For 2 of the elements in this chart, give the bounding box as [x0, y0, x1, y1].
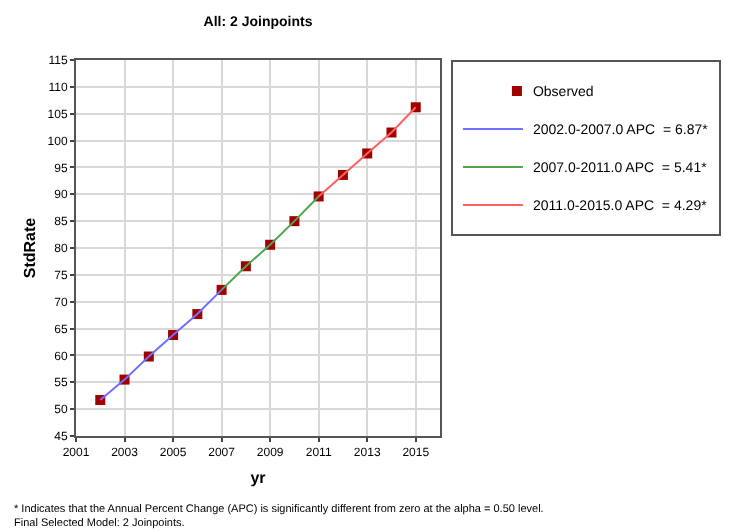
- y-axis-title: StdRate: [20, 216, 39, 279]
- x-axis-title: yr: [250, 468, 266, 487]
